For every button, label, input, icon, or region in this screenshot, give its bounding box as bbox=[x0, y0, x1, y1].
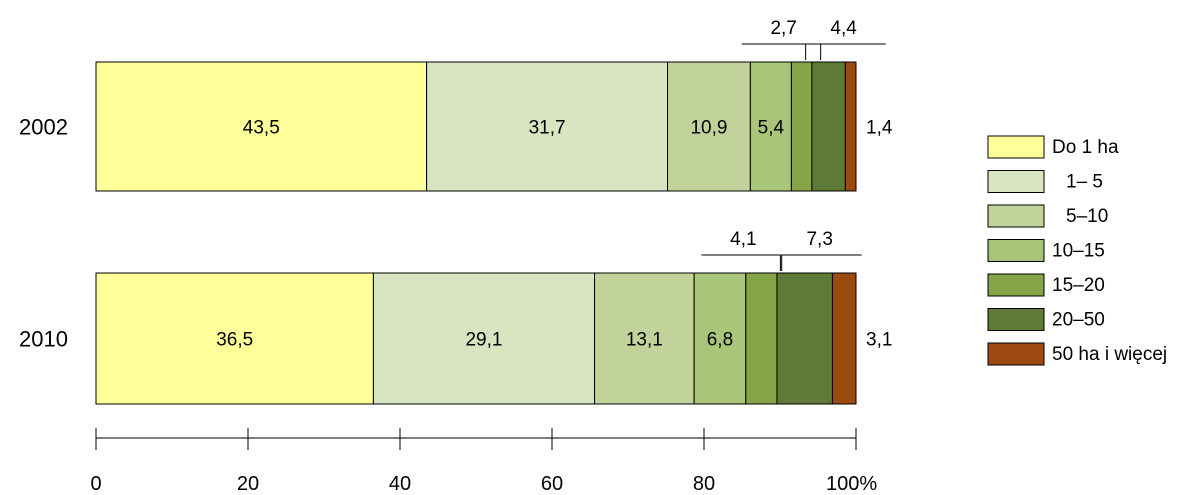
legend-swatch-6 bbox=[987, 342, 1045, 366]
leader-line-2002-5 bbox=[805, 43, 886, 60]
bar-2002-10-15 bbox=[749, 61, 792, 192]
category-labels: 2002 2010 bbox=[19, 115, 68, 352]
data-label-2002-2: 10,9 bbox=[690, 118, 727, 139]
data-label-2010-2: 13,1 bbox=[626, 330, 663, 351]
data-label-2010-3: 6,8 bbox=[707, 330, 733, 351]
legend-label-2: 5–10 bbox=[1066, 206, 1108, 227]
legend-swatch-0 bbox=[987, 135, 1045, 159]
bar-2010-10-15 bbox=[693, 272, 747, 405]
legend-label-0: Do 1 ha bbox=[1052, 137, 1119, 158]
bar-2002-do-1-ha bbox=[95, 61, 428, 192]
bars-layer: 43,5 31,7 10,9 5,4 2,7 4,4 1,4 36,5 29,1 13,1 6,8 4… bbox=[95, 18, 893, 405]
bar-2010-20-50 bbox=[776, 272, 833, 405]
x-axis: 0 20 40 60 80 100% bbox=[90, 428, 877, 495]
bar-2010-5-10 bbox=[594, 272, 695, 405]
x-tick-label-60: 60 bbox=[541, 473, 563, 495]
bar-2002-20-50 bbox=[811, 61, 846, 192]
legend-swatch-2 bbox=[987, 204, 1045, 228]
leader-line-2002-4 bbox=[741, 43, 822, 60]
bar-2002-1-5 bbox=[426, 61, 669, 192]
legend-label-5: 20–50 bbox=[1052, 310, 1105, 331]
leader-line-2010-4 bbox=[701, 254, 781, 271]
legend-label-1: 1– 5 bbox=[1066, 172, 1103, 193]
legend-label-4: 15–20 bbox=[1052, 275, 1105, 296]
data-label-2002-5: 4,4 bbox=[830, 18, 857, 39]
bar-2010-do-1-ha bbox=[95, 272, 374, 405]
bar-2002-15-20 bbox=[790, 61, 813, 192]
legend-swatch-1 bbox=[987, 170, 1045, 193]
legend-swatch-3 bbox=[987, 239, 1045, 262]
x-tick-label-0: 0 bbox=[90, 473, 101, 495]
bar-2002-50-ha-i-wi-cej bbox=[844, 61, 857, 192]
x-tick-label-40: 40 bbox=[389, 473, 411, 495]
legend-label-3: 10–15 bbox=[1052, 241, 1105, 262]
data-label-2010-1: 29,1 bbox=[465, 330, 502, 351]
legend-swatch-4 bbox=[987, 273, 1045, 297]
data-label-2002-3: 5,4 bbox=[758, 118, 785, 139]
category-label-2002: 2002 bbox=[19, 115, 68, 140]
x-tick-label-80: 80 bbox=[693, 473, 715, 495]
data-label-2002-0: 43,5 bbox=[243, 118, 280, 139]
bar-2010-50-ha-i-wi-cej bbox=[831, 272, 857, 405]
data-label-2010-4: 4,1 bbox=[730, 229, 756, 250]
data-label-2010-6: 3,1 bbox=[866, 330, 892, 351]
bar-2010-1-5 bbox=[372, 272, 596, 405]
leader-line-2010-5 bbox=[781, 254, 862, 271]
legend-swatch-5 bbox=[987, 308, 1045, 331]
legend: Do 1 ha 1– 5 5–10 10–15 15–20 20–50 50 ha i wi… bbox=[987, 135, 1167, 366]
x-tick-label-100: 100% bbox=[826, 473, 877, 495]
legend-label-6: 50 ha i więcej bbox=[1052, 344, 1167, 365]
x-tick-label-20: 20 bbox=[237, 473, 259, 495]
category-label-2010: 2010 bbox=[19, 327, 68, 352]
bar-2002-5-10 bbox=[667, 61, 751, 192]
data-label-2010-5: 7,3 bbox=[806, 229, 832, 250]
data-label-2010-0: 36,5 bbox=[216, 330, 253, 351]
data-label-2002-4: 2,7 bbox=[770, 18, 796, 39]
bar-2010-15-20 bbox=[745, 272, 778, 405]
data-label-2002-6: 1,4 bbox=[866, 118, 893, 139]
data-label-2002-1: 31,7 bbox=[529, 118, 566, 139]
